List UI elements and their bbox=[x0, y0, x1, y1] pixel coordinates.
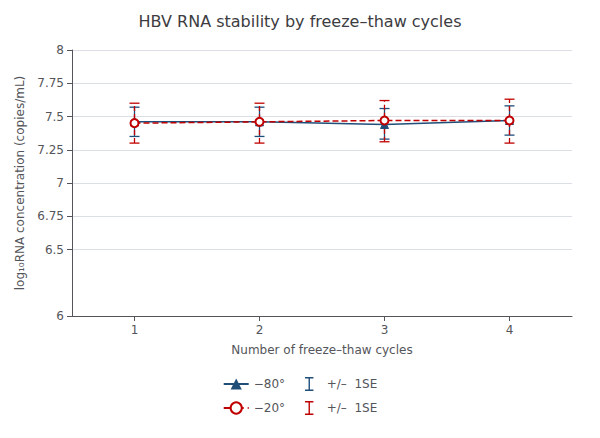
svg-text:HBV RNA stability by freeze–th: HBV RNA stability by freeze–thaw cycles bbox=[139, 12, 462, 31]
svg-text:1: 1 bbox=[131, 323, 139, 337]
svg-text:+/– 1SE: +/– 1SE bbox=[327, 401, 378, 415]
svg-text:−80°: −80° bbox=[254, 377, 285, 391]
svg-text:log₁₀RNA concentration (copies: log₁₀RNA concentration (copies/mL) bbox=[13, 76, 27, 290]
svg-text:6.5: 6.5 bbox=[45, 243, 64, 257]
svg-text:2: 2 bbox=[256, 323, 264, 337]
svg-text:3: 3 bbox=[381, 323, 389, 337]
svg-text:Number of freeze–thaw cycles: Number of freeze–thaw cycles bbox=[231, 343, 412, 357]
svg-text:−20°: −20° bbox=[254, 401, 285, 415]
svg-text:6: 6 bbox=[56, 309, 64, 323]
svg-text:4: 4 bbox=[506, 323, 514, 337]
svg-text:7.5: 7.5 bbox=[45, 110, 64, 124]
svg-text:7: 7 bbox=[56, 176, 64, 190]
svg-text:6.75: 6.75 bbox=[37, 209, 64, 223]
svg-text:7.25: 7.25 bbox=[37, 143, 64, 157]
svg-text:+/– 1SE: +/– 1SE bbox=[327, 377, 378, 391]
svg-text:7.75: 7.75 bbox=[37, 76, 64, 90]
svg-text:8: 8 bbox=[56, 43, 64, 57]
